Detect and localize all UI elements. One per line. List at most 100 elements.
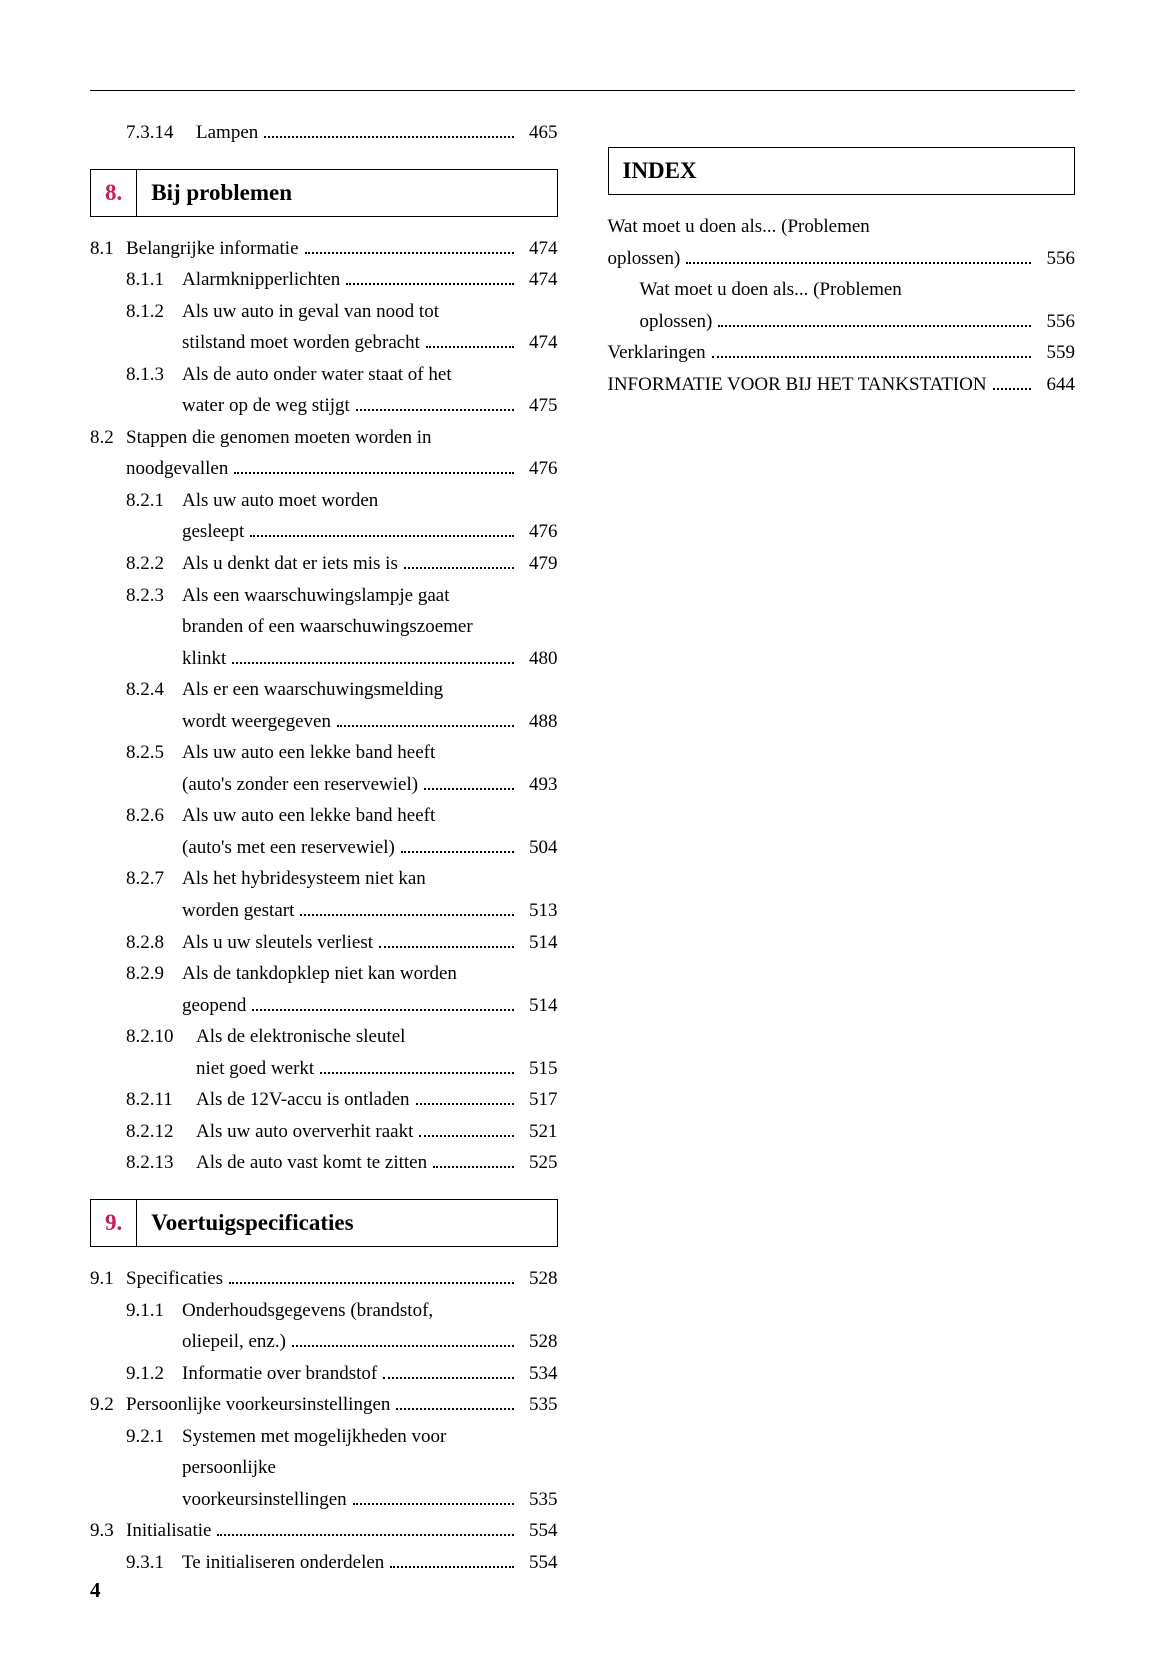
toc-entry: 9.1.2 Informatie over brandstof 534 [90,1360,558,1388]
toc-text: Als uw auto in geval van nood tot [182,298,439,326]
toc-text: Belangrijke informatie [126,235,299,263]
toc-number: 8.2 [90,424,126,452]
index-entry: Wat moet u doen als... (Problemen [608,213,1076,241]
toc-text: Als de auto onder water staat of het [182,361,452,389]
toc-leader [401,836,514,853]
toc-number: 7.3.14 [126,119,196,147]
index-title: INDEX [623,158,697,183]
spacer [608,119,1076,147]
index-entry-cont: oplossen) 556 [608,245,1076,273]
toc-number: 9.2 [90,1391,126,1419]
toc-leader [320,1057,513,1074]
toc-text: Systemen met mogelijkheden voor [182,1423,446,1451]
toc-number: 8.1.3 [126,361,182,389]
toc-text: Specificaties [126,1265,223,1293]
toc-text: Als de 12V-accu is ontladen [196,1086,410,1114]
toc-page: 528 [520,1265,558,1293]
toc-leader [217,1519,513,1536]
toc-entry-cont: persoonlijke [90,1454,558,1482]
index-entry-cont: oplossen) 556 [608,308,1076,336]
toc-entry-cont: (auto's zonder een reservewiel) 493 [90,771,558,799]
toc-entry-cont: oliepeil, enz.) 528 [90,1328,558,1356]
toc-entry: 9.1.1 Onderhoudsgegevens (brandstof, [90,1297,558,1325]
toc-page: 476 [520,518,558,546]
toc-text: branden of een waarschuwingszoemer [182,613,473,641]
toc-text: noodgevallen [126,455,228,483]
toc-page: 525 [520,1149,558,1177]
toc-page: 474 [520,235,558,263]
toc-leader [379,930,513,947]
toc-number: 8.2.1 [126,487,182,515]
toc-entry: 8.2.12 Als uw auto oververhit raakt 521 [90,1118,558,1146]
toc-text: Als u denkt dat er iets mis is [182,550,398,578]
toc-entry-cont: branden of een waarschuwingszoemer [90,613,558,641]
toc-number: 8.2.3 [126,582,182,610]
toc-number: 9.3.1 [126,1549,182,1577]
toc-page: 534 [520,1360,558,1388]
toc-page: 488 [520,708,558,736]
toc-text: Als u uw sleutels verliest [182,929,373,957]
toc-leader [252,994,513,1011]
toc-entry-cont: stilstand moet worden gebracht 474 [90,329,558,357]
toc-text: Als een waarschuwingslampje gaat [182,582,450,610]
toc-page: 514 [520,929,558,957]
toc-leader [250,520,513,537]
toc-entry: 8.2.6 Als uw auto een lekke band heeft [90,802,558,830]
toc-entry-cont: geopend 514 [90,992,558,1020]
toc-page: 475 [520,392,558,420]
toc-text: voorkeursinstellingen [182,1486,347,1514]
toc-entry: 8.2.7 Als het hybridesysteem niet kan [90,865,558,893]
index-text: Wat moet u doen als... (Problemen [640,276,902,304]
toc-page: 535 [520,1391,558,1419]
toc-text: gesleept [182,518,244,546]
toc-entry: 7.3.14 Lampen 465 [90,119,558,147]
toc-entry: 8.1.1 Alarmknipperlichten 474 [90,266,558,294]
toc-page: 476 [520,455,558,483]
toc-number: 9.2.1 [126,1423,182,1451]
toc-text: Als uw auto moet worden [182,487,378,515]
toc-entry: 8.2.9 Als de tankdopklep niet kan worden [90,960,558,988]
toc-text: oliepeil, enz.) [182,1328,286,1356]
toc-entry-cont: voorkeursinstellingen 535 [90,1486,558,1514]
toc-entry: 8.2.1 Als uw auto moet worden [90,487,558,515]
toc-number: 8.2.13 [126,1149,196,1177]
index-heading: INDEX [608,147,1076,195]
toc-entry-cont: klinkt 480 [90,645,558,673]
toc-text: worden gestart [182,897,294,925]
toc-entry: 8.2.5 Als uw auto een lekke band heeft [90,739,558,767]
toc-entry: 9.2 Persoonlijke voorkeursinstellingen 5… [90,1391,558,1419]
toc-leader [426,331,514,348]
toc-text: water op de weg stijgt [182,392,350,420]
toc-entry: 8.1 Belangrijke informatie 474 [90,235,558,263]
toc-entry: 9.3 Initialisatie 554 [90,1517,558,1545]
chapter-title: Voertuigspecificaties [137,1200,367,1246]
toc-entry-cont: water op de weg stijgt 475 [90,392,558,420]
toc-page: 528 [520,1328,558,1356]
toc-entry: 8.2.3 Als een waarschuwingslampje gaat [90,582,558,610]
toc-page: 480 [520,645,558,673]
toc-number: 8.2.9 [126,960,182,988]
toc-page: 554 [520,1517,558,1545]
toc-text: klinkt [182,645,226,673]
index-entry: Wat moet u doen als... (Problemen [608,276,1076,304]
toc-text: Alarmknipperlichten [182,266,340,294]
toc-page: 554 [520,1549,558,1577]
toc-entry: 8.2.10 Als de elektronische sleutel [90,1023,558,1051]
toc-leader [232,647,513,664]
toc-leader [390,1551,513,1568]
toc-entry: 8.2.4 Als er een waarschuwingsmelding [90,676,558,704]
toc-number: 8.1 [90,235,126,263]
left-column: 7.3.14 Lampen 465 8. Bij problemen 8.1 B… [90,119,558,1580]
toc-page: 535 [520,1486,558,1514]
toc-number: 8.2.2 [126,550,182,578]
toc-entry: 8.1.3 Als de auto onder water staat of h… [90,361,558,389]
chapter-number: 9. [91,1200,137,1246]
toc-entry-cont: gesleept 476 [90,518,558,546]
toc-entry: 8.2 Stappen die genomen moeten worden in [90,424,558,452]
page-number: 4 [90,1578,101,1603]
toc-page: 513 [520,897,558,925]
index-page: 559 [1037,339,1075,367]
toc-number: 8.2.5 [126,739,182,767]
toc-entry: 8.1.2 Als uw auto in geval van nood tot [90,298,558,326]
toc-leader [993,373,1031,390]
